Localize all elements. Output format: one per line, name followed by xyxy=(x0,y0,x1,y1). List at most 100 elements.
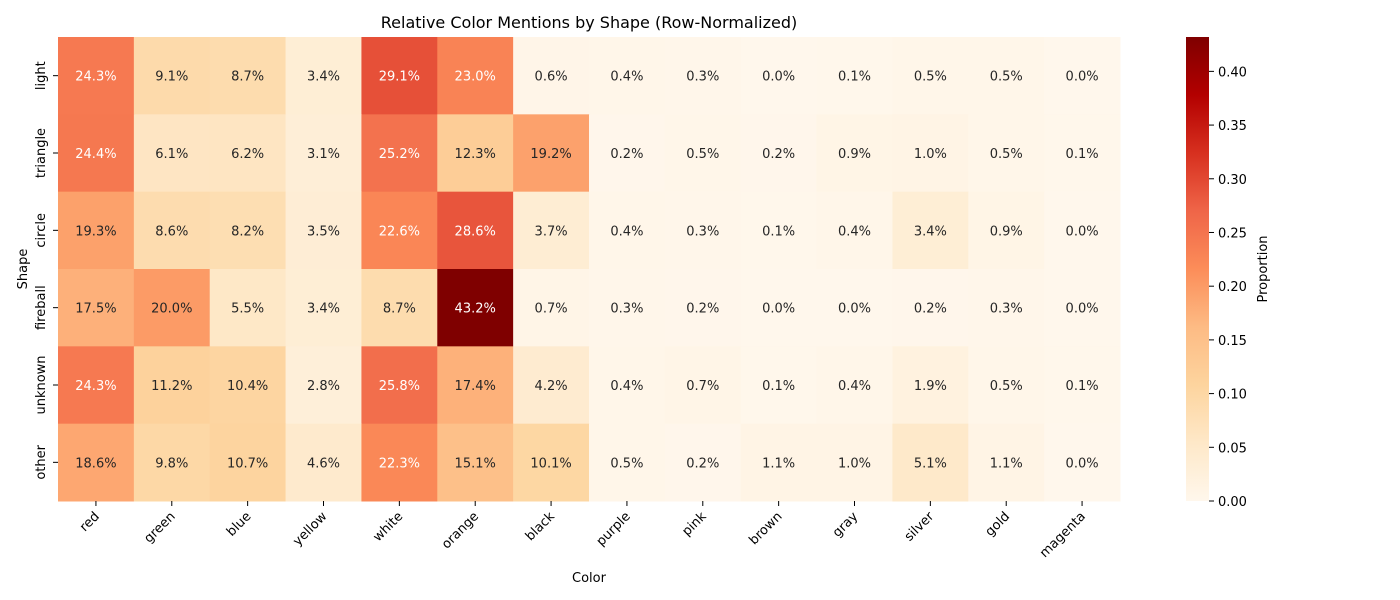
heatmap-cell xyxy=(133,346,211,425)
heatmap-cell xyxy=(437,269,514,347)
cell-value-label: 8.6% xyxy=(155,224,188,239)
cell-value-label: 0.1% xyxy=(838,70,871,85)
heatmap-cell xyxy=(1044,423,1121,502)
heatmap-cell xyxy=(437,114,514,193)
y-tick-label: other xyxy=(34,444,49,479)
heatmap-cell xyxy=(664,269,742,347)
heatmap-cell xyxy=(740,346,818,425)
heatmap-cell xyxy=(589,269,666,347)
cell-value-label: 9.8% xyxy=(155,456,188,471)
cell-value-label: 1.0% xyxy=(914,147,947,162)
heatmap-cell xyxy=(968,37,1045,115)
cell-value-label: 0.3% xyxy=(990,302,1023,317)
heatmap-cell xyxy=(1044,191,1121,270)
heatmap-cell xyxy=(740,37,818,115)
colorbar-tick-label: 0.05 xyxy=(1218,441,1247,456)
cell-value-label: 0.0% xyxy=(1066,224,1099,239)
heatmap-cell xyxy=(968,346,1045,425)
cell-value-label: 24.3% xyxy=(75,70,116,85)
heatmap-cell xyxy=(892,37,969,115)
cell-value-label: 29.1% xyxy=(379,70,420,85)
heatmap-cell xyxy=(1044,37,1121,115)
heatmap-cell xyxy=(816,423,893,502)
heatmap-cell xyxy=(285,191,362,270)
heatmap-cell xyxy=(513,423,590,502)
heatmap-cell xyxy=(589,423,666,502)
cell-value-label: 0.0% xyxy=(1066,456,1099,471)
heatmap-cell xyxy=(133,269,211,347)
cell-value-label: 1.9% xyxy=(914,379,947,394)
heatmap-cell xyxy=(133,114,211,193)
cell-value-label: 28.6% xyxy=(455,224,496,239)
cell-value-label: 10.4% xyxy=(227,379,268,394)
chart-title: Relative Color Mentions by Shape (Row-No… xyxy=(381,13,798,32)
cell-value-label: 10.1% xyxy=(530,456,571,471)
heatmap-cell xyxy=(285,37,362,115)
cell-value-label: 24.4% xyxy=(75,147,116,162)
heatmap-cell xyxy=(513,191,590,270)
cell-value-label: 8.7% xyxy=(383,302,416,317)
heatmap-cell xyxy=(209,37,287,115)
heatmap-cell xyxy=(816,269,893,347)
heatmap-cell xyxy=(437,191,514,270)
cell-value-label: 0.2% xyxy=(762,147,795,162)
colorbar-tick-label: 0.30 xyxy=(1218,173,1247,188)
heatmap-cell xyxy=(664,37,742,115)
heatmap-cell xyxy=(58,269,135,347)
heatmap-cell xyxy=(664,191,742,270)
heatmap-cell xyxy=(285,114,362,193)
cell-value-label: 0.2% xyxy=(686,302,719,317)
cell-value-label: 0.0% xyxy=(1066,302,1099,317)
heatmap-cell xyxy=(133,37,211,115)
x-tick-label: brown xyxy=(746,509,785,548)
y-axis: light triangle circle fireball unknown other xyxy=(34,61,58,480)
cell-value-label: 1.1% xyxy=(990,456,1023,471)
heatmap-cell xyxy=(1044,114,1121,193)
heatmap-cell xyxy=(133,423,211,502)
x-tick-label: purple xyxy=(594,509,634,549)
heatmap-cell xyxy=(437,346,514,425)
heatmap-cell xyxy=(361,114,438,193)
heatmap-cell xyxy=(1044,269,1121,347)
colorbar-tick-label: 0.25 xyxy=(1218,226,1247,241)
heatmap-cell xyxy=(892,269,969,347)
cell-value-label: 0.7% xyxy=(686,379,719,394)
colorbar-tick-label: 0.10 xyxy=(1218,388,1247,403)
cell-value-label: 4.2% xyxy=(535,379,568,394)
x-tick-label: black xyxy=(523,509,558,544)
cell-value-label: 17.4% xyxy=(455,379,496,394)
heatmap-cell xyxy=(133,191,211,270)
cell-value-label: 0.2% xyxy=(686,456,719,471)
x-tick-label: silver xyxy=(902,509,938,545)
cell-value-label: 19.2% xyxy=(530,147,571,162)
heatmap-cell xyxy=(361,191,438,270)
heatmap-cell xyxy=(58,37,135,115)
cell-value-label: 6.2% xyxy=(231,147,264,162)
cell-value-label: 2.8% xyxy=(307,379,340,394)
heatmap-cell xyxy=(209,191,287,270)
cell-value-label: 5.5% xyxy=(231,302,264,317)
cell-value-label: 0.5% xyxy=(990,70,1023,85)
cell-value-label: 22.6% xyxy=(379,224,420,239)
x-tick-label: green xyxy=(141,509,178,546)
y-tick-label: fireball xyxy=(34,285,49,330)
cell-value-label: 0.0% xyxy=(1066,70,1099,85)
heatmap-cell xyxy=(1044,346,1121,425)
x-tick-label: magenta xyxy=(1037,509,1089,561)
cell-value-label: 12.3% xyxy=(455,147,496,162)
cell-value-label: 1.0% xyxy=(838,456,871,471)
cell-value-label: 3.4% xyxy=(307,70,340,85)
x-tick-label: yellow xyxy=(290,509,330,549)
heatmap-cell xyxy=(209,114,287,193)
heatmap-cell xyxy=(892,191,969,270)
heatmap-cell xyxy=(816,37,893,115)
cell-value-label: 0.5% xyxy=(686,147,719,162)
x-tick-label: white xyxy=(370,509,406,545)
cell-value-label: 9.1% xyxy=(155,70,188,85)
heatmap-cell xyxy=(361,346,438,425)
heatmap-cell xyxy=(816,114,893,193)
cell-value-label: 0.4% xyxy=(610,379,643,394)
cell-value-label: 0.2% xyxy=(610,147,643,162)
cell-value-label: 0.0% xyxy=(838,302,871,317)
cell-value-label: 0.1% xyxy=(1066,147,1099,162)
